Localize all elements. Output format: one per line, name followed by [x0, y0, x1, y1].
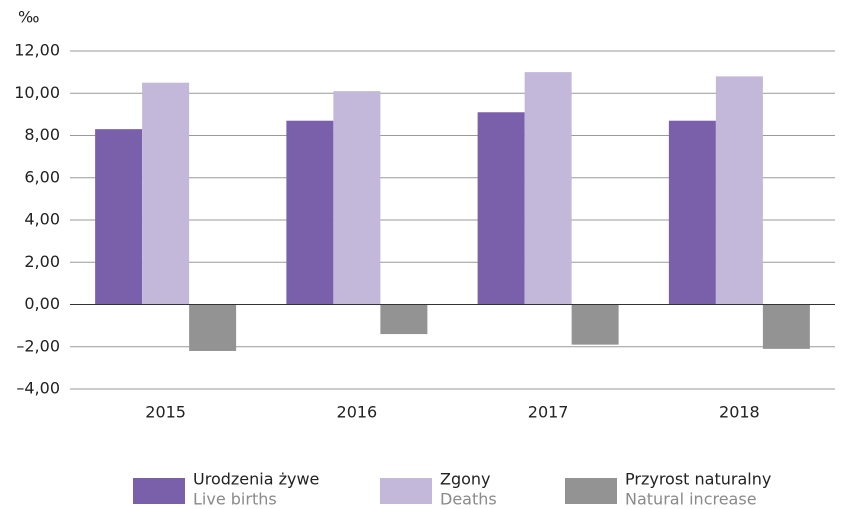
legend-label: Przyrost naturalny — [625, 470, 771, 489]
y-tick-label: 12,00 — [14, 41, 60, 60]
y-tick-label: 10,00 — [14, 83, 60, 102]
y-tick-label: 4,00 — [24, 210, 60, 229]
bar — [571, 304, 619, 345]
y-tick-label: 8,00 — [24, 125, 60, 144]
bar — [762, 304, 810, 349]
x-tick-label: 2017 — [528, 403, 569, 422]
legend-swatch — [133, 478, 185, 504]
bar — [668, 120, 716, 305]
bar — [380, 304, 428, 335]
bar — [189, 304, 237, 351]
y-tick-label: 0,00 — [24, 294, 60, 313]
bar — [715, 76, 763, 305]
y-tick-label: 2,00 — [24, 252, 60, 271]
legend-label: Zgony — [440, 470, 491, 489]
legend-label-en: Live births — [193, 490, 277, 509]
legend-label-en: Natural increase — [625, 490, 757, 509]
bar — [142, 82, 190, 305]
y-tick-label: 6,00 — [24, 167, 60, 186]
x-tick-label: 2015 — [145, 403, 186, 422]
legend-label: Urodzenia żywe — [193, 470, 319, 489]
y-tick-label: –4,00 — [16, 379, 60, 398]
legend-swatch — [380, 478, 432, 504]
bar — [333, 91, 381, 305]
x-tick-label: 2016 — [337, 403, 378, 422]
bar — [286, 120, 334, 305]
unit-label: ‰ — [18, 8, 39, 27]
bar — [95, 129, 143, 305]
x-tick-label: 2018 — [719, 403, 760, 422]
bar — [524, 72, 572, 305]
bar — [477, 112, 525, 305]
legend-label-en: Deaths — [440, 490, 497, 509]
y-tick-label: –2,00 — [16, 336, 60, 355]
legend-swatch — [565, 478, 617, 504]
